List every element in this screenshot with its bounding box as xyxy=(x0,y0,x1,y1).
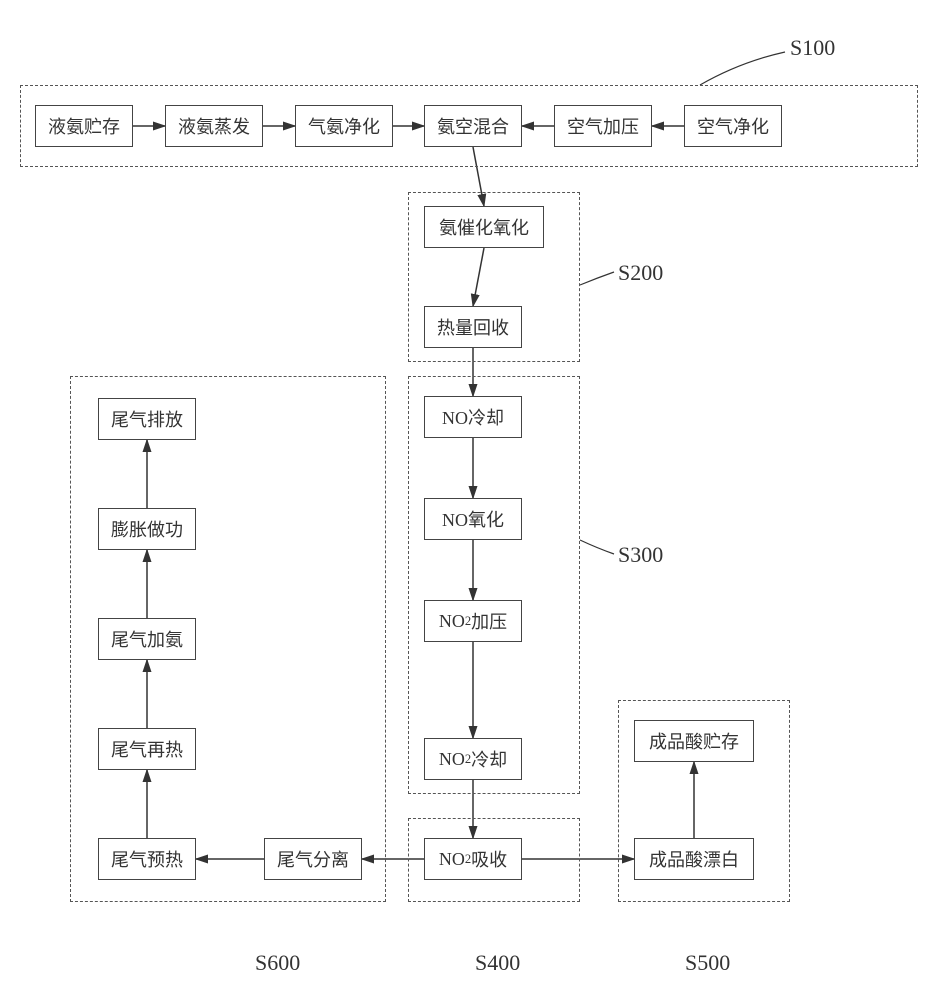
group-label-s300: S300 xyxy=(618,542,663,568)
group-s300 xyxy=(408,376,580,794)
group-label-s600: S600 xyxy=(255,950,300,976)
box-b_mix: 氨空混合 xyxy=(424,105,522,147)
box-b_purify: 气氨净化 xyxy=(295,105,393,147)
box-b_preheat: 尾气预热 xyxy=(98,838,196,880)
group-label-s200: S200 xyxy=(618,260,663,286)
box-b_acidstr: 成品酸贮存 xyxy=(634,720,754,762)
box-b_noox: NO氧化 xyxy=(424,498,522,540)
box-b_store: 液氨贮存 xyxy=(35,105,133,147)
box-b_cat: 氨催化氧化 xyxy=(424,206,544,248)
box-b_sep: 尾气分离 xyxy=(264,838,362,880)
leader-s200 xyxy=(580,272,614,285)
box-b_evap: 液氨蒸发 xyxy=(165,105,263,147)
box-b_nocool: NO冷却 xyxy=(424,396,522,438)
group-label-s100: S100 xyxy=(790,35,835,61)
group-label-s400: S400 xyxy=(475,950,520,976)
box-b_no2abs: NO2吸收 xyxy=(424,838,522,880)
leader-s300 xyxy=(580,540,614,554)
box-b_heat: 热量回收 xyxy=(424,306,522,348)
box-b_press: 空气加压 xyxy=(554,105,652,147)
box-b_no2cool: NO2冷却 xyxy=(424,738,522,780)
box-b_discharge: 尾气排放 xyxy=(98,398,196,440)
box-b_bleach: 成品酸漂白 xyxy=(634,838,754,880)
box-b_airpur: 空气净化 xyxy=(684,105,782,147)
group-label-s500: S500 xyxy=(685,950,730,976)
box-b_addnh3: 尾气加氨 xyxy=(98,618,196,660)
leader-s100 xyxy=(700,52,785,85)
box-b_no2press: NO2加压 xyxy=(424,600,522,642)
box-b_reheat: 尾气再热 xyxy=(98,728,196,770)
box-b_expand: 膨胀做功 xyxy=(98,508,196,550)
diagram-canvas: S100 S200 S300 S400 S500 S600 液氨贮存液氨蒸发气氨净化氨空混合… xyxy=(0,0,939,1000)
